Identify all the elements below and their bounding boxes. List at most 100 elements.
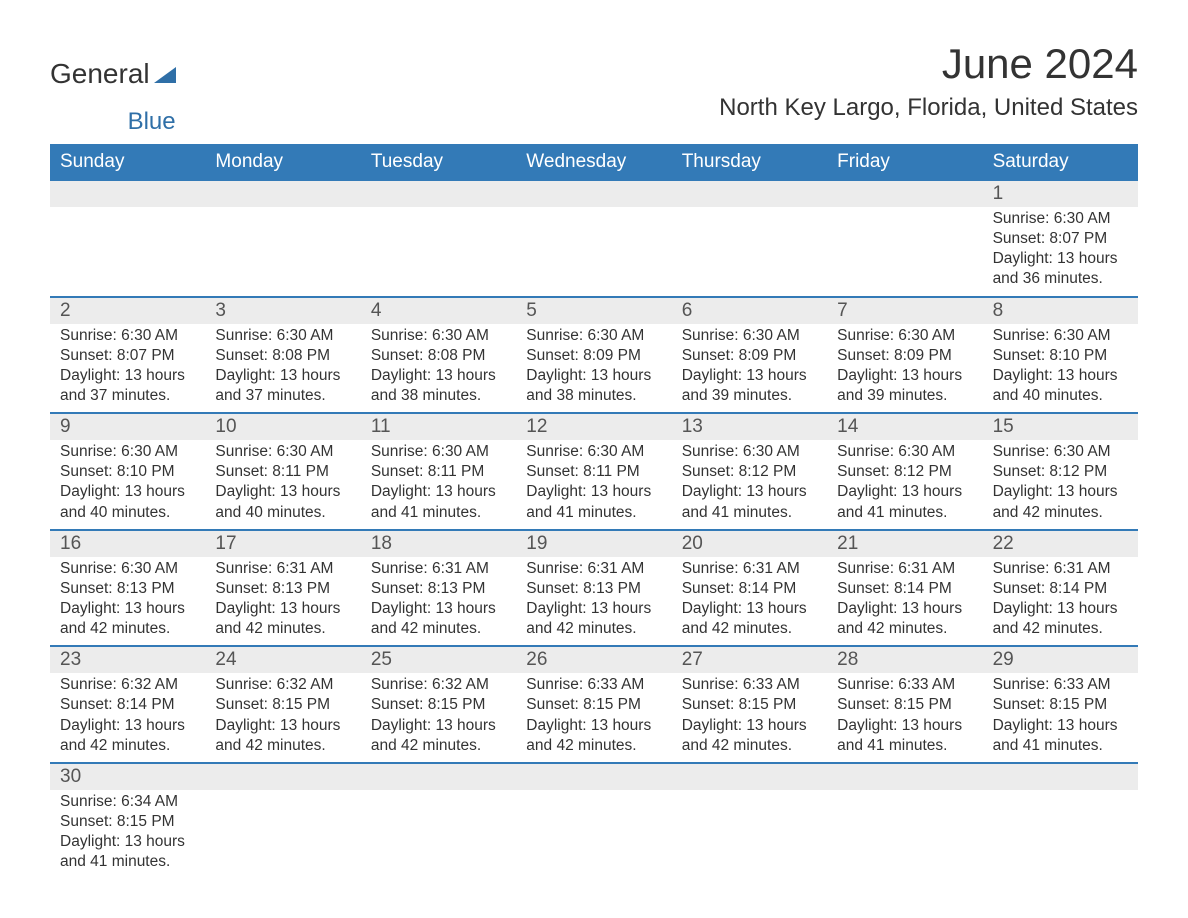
weeks-container: 1Sunrise: 6:30 AMSunset: 8:07 PMDaylight… bbox=[50, 180, 1138, 878]
day-number: 27 bbox=[672, 647, 827, 673]
day-number: 30 bbox=[50, 764, 205, 790]
day-cell: Sunrise: 6:31 AMSunset: 8:13 PMDaylight:… bbox=[516, 557, 671, 646]
sunset-text: Sunset: 8:12 PM bbox=[682, 462, 817, 482]
sunset-text: Sunset: 8:15 PM bbox=[60, 812, 195, 832]
day-number: 12 bbox=[516, 414, 671, 440]
sunrise-text: Sunrise: 6:32 AM bbox=[215, 675, 350, 695]
day-number: 18 bbox=[361, 531, 516, 557]
day-header: Saturday bbox=[983, 148, 1138, 176]
day-number: 20 bbox=[672, 531, 827, 557]
week-row: 30Sunrise: 6:34 AMSunset: 8:15 PMDayligh… bbox=[50, 763, 1138, 879]
sunset-text: Sunset: 8:09 PM bbox=[526, 346, 661, 366]
sunrise-text: Sunrise: 6:30 AM bbox=[371, 326, 506, 346]
sunset-text: Sunset: 8:15 PM bbox=[215, 695, 350, 715]
sunset-text: Sunset: 8:11 PM bbox=[371, 462, 506, 482]
daylight1-text: Daylight: 13 hours bbox=[526, 716, 661, 736]
sunrise-text: Sunrise: 6:32 AM bbox=[371, 675, 506, 695]
day-cell: Sunrise: 6:30 AMSunset: 8:11 PMDaylight:… bbox=[361, 440, 516, 529]
day-header: Thursday bbox=[672, 148, 827, 176]
daylight1-text: Daylight: 13 hours bbox=[371, 366, 506, 386]
daylight2-text: and 42 minutes. bbox=[837, 619, 972, 639]
logo-triangle-icon bbox=[154, 67, 176, 83]
day-number: 25 bbox=[361, 647, 516, 673]
daylight2-text: and 37 minutes. bbox=[60, 386, 195, 406]
day-number: 29 bbox=[983, 647, 1138, 673]
day-number: 19 bbox=[516, 531, 671, 557]
daylight2-text: and 37 minutes. bbox=[215, 386, 350, 406]
sunset-text: Sunset: 8:13 PM bbox=[60, 579, 195, 599]
daynum-row: 2345678 bbox=[50, 298, 1138, 324]
day-number bbox=[672, 764, 827, 790]
daylight1-text: Daylight: 13 hours bbox=[60, 832, 195, 852]
sunrise-text: Sunrise: 6:31 AM bbox=[682, 559, 817, 579]
sunset-text: Sunset: 8:14 PM bbox=[682, 579, 817, 599]
day-number: 28 bbox=[827, 647, 982, 673]
day-cell: Sunrise: 6:30 AMSunset: 8:09 PMDaylight:… bbox=[672, 324, 827, 413]
sunrise-text: Sunrise: 6:30 AM bbox=[60, 442, 195, 462]
sunrise-text: Sunrise: 6:33 AM bbox=[682, 675, 817, 695]
day-cell: Sunrise: 6:30 AMSunset: 8:13 PMDaylight:… bbox=[50, 557, 205, 646]
sunrise-text: Sunrise: 6:30 AM bbox=[215, 442, 350, 462]
daylight1-text: Daylight: 13 hours bbox=[60, 599, 195, 619]
daylight2-text: and 42 minutes. bbox=[371, 619, 506, 639]
daylight1-text: Daylight: 13 hours bbox=[837, 599, 972, 619]
day-cell bbox=[361, 207, 516, 296]
day-number bbox=[983, 764, 1138, 790]
day-number: 3 bbox=[205, 298, 360, 324]
day-cell: Sunrise: 6:31 AMSunset: 8:13 PMDaylight:… bbox=[361, 557, 516, 646]
day-cell: Sunrise: 6:31 AMSunset: 8:14 PMDaylight:… bbox=[827, 557, 982, 646]
day-number: 17 bbox=[205, 531, 360, 557]
day-number: 15 bbox=[983, 414, 1138, 440]
daylight2-text: and 42 minutes. bbox=[60, 736, 195, 756]
day-cell: Sunrise: 6:30 AMSunset: 8:09 PMDaylight:… bbox=[516, 324, 671, 413]
day-number: 11 bbox=[361, 414, 516, 440]
daynum-row: 1 bbox=[50, 181, 1138, 207]
sunrise-text: Sunrise: 6:30 AM bbox=[682, 442, 817, 462]
daylight1-text: Daylight: 13 hours bbox=[371, 482, 506, 502]
daylight1-text: Daylight: 13 hours bbox=[215, 716, 350, 736]
day-number bbox=[516, 764, 671, 790]
daynum-row: 16171819202122 bbox=[50, 531, 1138, 557]
day-number bbox=[205, 764, 360, 790]
sunset-text: Sunset: 8:13 PM bbox=[371, 579, 506, 599]
daylight1-text: Daylight: 13 hours bbox=[682, 482, 817, 502]
day-cell: Sunrise: 6:30 AMSunset: 8:07 PMDaylight:… bbox=[983, 207, 1138, 296]
sunset-text: Sunset: 8:07 PM bbox=[993, 229, 1128, 249]
sunrise-text: Sunrise: 6:30 AM bbox=[993, 326, 1128, 346]
day-number: 10 bbox=[205, 414, 360, 440]
sunrise-text: Sunrise: 6:30 AM bbox=[993, 442, 1128, 462]
day-cell: Sunrise: 6:32 AMSunset: 8:15 PMDaylight:… bbox=[205, 673, 360, 762]
day-number bbox=[827, 181, 982, 207]
daylight1-text: Daylight: 13 hours bbox=[526, 482, 661, 502]
daylight2-text: and 42 minutes. bbox=[60, 619, 195, 639]
daylight1-text: Daylight: 13 hours bbox=[371, 716, 506, 736]
day-cell bbox=[361, 790, 516, 879]
day-number: 2 bbox=[50, 298, 205, 324]
day-cell bbox=[827, 790, 982, 879]
daylight2-text: and 41 minutes. bbox=[993, 736, 1128, 756]
day-cell: Sunrise: 6:33 AMSunset: 8:15 PMDaylight:… bbox=[672, 673, 827, 762]
day-number: 13 bbox=[672, 414, 827, 440]
sunset-text: Sunset: 8:14 PM bbox=[837, 579, 972, 599]
sunrise-text: Sunrise: 6:33 AM bbox=[837, 675, 972, 695]
daylight1-text: Daylight: 13 hours bbox=[682, 599, 817, 619]
sunrise-text: Sunrise: 6:30 AM bbox=[215, 326, 350, 346]
daylight1-text: Daylight: 13 hours bbox=[682, 716, 817, 736]
sunrise-text: Sunrise: 6:32 AM bbox=[60, 675, 195, 695]
daylight1-text: Daylight: 13 hours bbox=[993, 366, 1128, 386]
day-cell bbox=[50, 207, 205, 296]
sunset-text: Sunset: 8:12 PM bbox=[993, 462, 1128, 482]
daylight2-text: and 40 minutes. bbox=[215, 503, 350, 523]
day-number: 16 bbox=[50, 531, 205, 557]
day-number bbox=[205, 181, 360, 207]
day-header: Friday bbox=[827, 148, 982, 176]
day-cell bbox=[516, 207, 671, 296]
daylight2-text: and 40 minutes. bbox=[60, 503, 195, 523]
sunrise-text: Sunrise: 6:31 AM bbox=[215, 559, 350, 579]
day-number: 26 bbox=[516, 647, 671, 673]
daylight1-text: Daylight: 13 hours bbox=[526, 599, 661, 619]
month-title: June 2024 bbox=[719, 40, 1138, 88]
week-row: 9101112131415Sunrise: 6:30 AMSunset: 8:1… bbox=[50, 413, 1138, 530]
day-cell: Sunrise: 6:33 AMSunset: 8:15 PMDaylight:… bbox=[983, 673, 1138, 762]
day-cell bbox=[672, 207, 827, 296]
